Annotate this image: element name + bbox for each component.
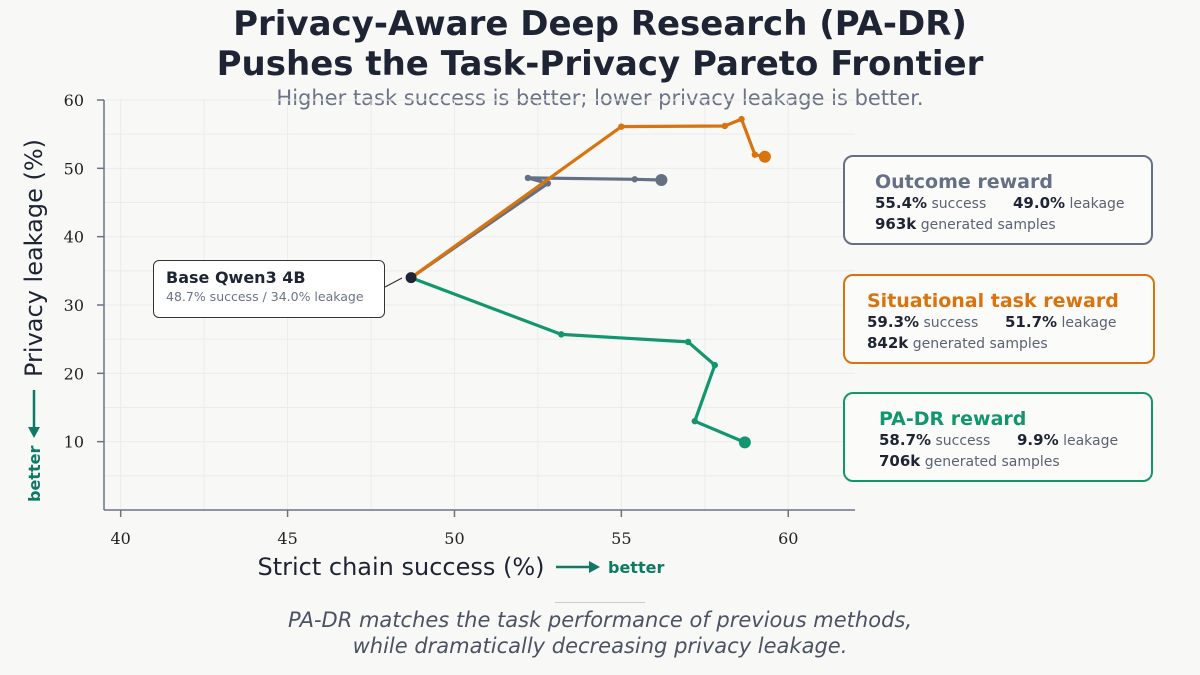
card-success-label: success <box>923 315 979 331</box>
base-model-subtitle: 48.7% success / 34.0% leakage <box>166 289 364 304</box>
x-tick-label: 40 <box>111 529 131 548</box>
card-samples-value: 963k <box>875 215 917 233</box>
y-better-arrow: better <box>25 390 44 502</box>
card-leakage: 49.0% leakage <box>1013 193 1125 214</box>
y-tick-label: 20 <box>64 364 84 383</box>
card-success-label: success <box>935 433 991 449</box>
y-tick-label: 50 <box>64 159 84 178</box>
card-leakage-label: leakage <box>1069 196 1125 212</box>
padr-point <box>711 361 719 369</box>
y-tick-label: 60 <box>64 91 84 110</box>
card-samples-value: 706k <box>879 452 921 470</box>
card-success-value: 59.3% <box>867 313 920 331</box>
x-better-arrow: better <box>556 558 664 577</box>
x-tick-label: 50 <box>444 529 464 548</box>
y-better-arrow-head <box>28 427 40 438</box>
outcome-series-line <box>409 176 664 280</box>
base-model-point <box>405 272 417 284</box>
card-title: Outcome reward <box>875 171 1053 193</box>
card-leakage-label: leakage <box>1061 315 1117 331</box>
padr-reward-card: PA-DR reward 58.7% success 9.9% leakage 7… <box>843 392 1153 482</box>
card-success-value: 55.4% <box>875 194 928 212</box>
series-lines <box>405 115 771 449</box>
card-samples-label: generated samples <box>924 454 1060 470</box>
card-samples: 842k generated samples <box>867 333 1153 354</box>
base-model-title: Base Qwen3 4B <box>166 268 306 287</box>
card-success: 58.7% success <box>879 430 1017 451</box>
outcome-reward-card: Outcome reward 55.4% success 49.0% leakag… <box>843 155 1153 245</box>
card-samples-label: generated samples <box>912 336 1048 352</box>
situational-point <box>721 122 729 130</box>
card-stats: 58.7% success 9.9% leakage <box>879 430 1151 451</box>
y-tick-label: 40 <box>64 228 84 247</box>
x-tick-label: 55 <box>611 529 631 548</box>
padr-point <box>684 338 692 346</box>
card-leakage-value: 49.0% <box>1013 194 1066 212</box>
chart-title-line-1: Privacy-Aware Deep Research (PA-DR) <box>233 4 967 44</box>
x-better-label: better <box>608 558 664 577</box>
card-leakage-label: leakage <box>1063 433 1119 449</box>
padr-point <box>691 417 698 425</box>
card-title: Situational task reward <box>867 290 1119 312</box>
situational-point <box>618 123 625 130</box>
card-samples: 706k generated samples <box>879 451 1151 472</box>
base-model-label: Base Qwen3 4B 48.7% success / 34.0% leak… <box>153 260 385 318</box>
y-tick-label: 30 <box>64 296 84 315</box>
card-title: PA-DR reward <box>879 408 1027 430</box>
situational-final-point <box>758 150 771 163</box>
situational-task-reward-card: Situational task reward 59.3% success 51.… <box>843 274 1155 364</box>
card-success: 55.4% success <box>875 193 1013 214</box>
card-success-label: success <box>931 196 987 212</box>
card-samples: 963k generated samples <box>875 214 1151 235</box>
card-leakage-value: 51.7% <box>1005 313 1058 331</box>
padr-final-point <box>738 436 751 449</box>
card-success-value: 58.7% <box>879 431 932 449</box>
situational-point <box>738 115 745 123</box>
card-leakage-value: 9.9% <box>1017 431 1059 449</box>
padr-point <box>558 331 565 338</box>
x-better-arrow-head <box>589 561 600 573</box>
caption-line-2: while dramatically decreasing privacy le… <box>352 634 848 658</box>
card-samples-label: generated samples <box>920 217 1056 233</box>
card-samples-value: 842k <box>867 334 909 352</box>
padr-series-line <box>409 276 747 444</box>
caption-line-1: PA-DR matches the task performance of pr… <box>287 608 913 632</box>
outcome-point <box>631 176 638 183</box>
y-better-label: better <box>25 446 44 502</box>
card-stats: 55.4% success 49.0% leakage <box>875 193 1151 214</box>
x-axis-label: Strict chain success (%) <box>257 553 544 581</box>
card-success: 59.3% success <box>867 312 1005 333</box>
y-tick-label: 10 <box>64 433 84 452</box>
card-leakage: 51.7% leakage <box>1005 312 1117 333</box>
base-label-leader <box>384 277 403 288</box>
outcome-point <box>524 174 532 182</box>
x-tick-label: 60 <box>778 529 798 548</box>
caption-divider <box>555 602 645 603</box>
axes: 40 45 50 55 60 10 20 30 40 50 60 <box>64 91 855 548</box>
situational-point <box>751 151 759 158</box>
situational-series-line <box>409 117 767 280</box>
chart-subtitle: Higher task success is better; lower pri… <box>276 86 924 110</box>
card-leakage: 9.9% leakage <box>1017 430 1118 451</box>
outcome-final-point <box>655 173 668 186</box>
card-stats: 59.3% success 51.7% leakage <box>867 312 1153 333</box>
y-axis-label: Privacy leakage (%) <box>20 139 48 377</box>
chart-title-line-2: Pushes the Task-Privacy Pareto Frontier <box>216 44 984 84</box>
x-tick-label: 45 <box>277 529 297 548</box>
